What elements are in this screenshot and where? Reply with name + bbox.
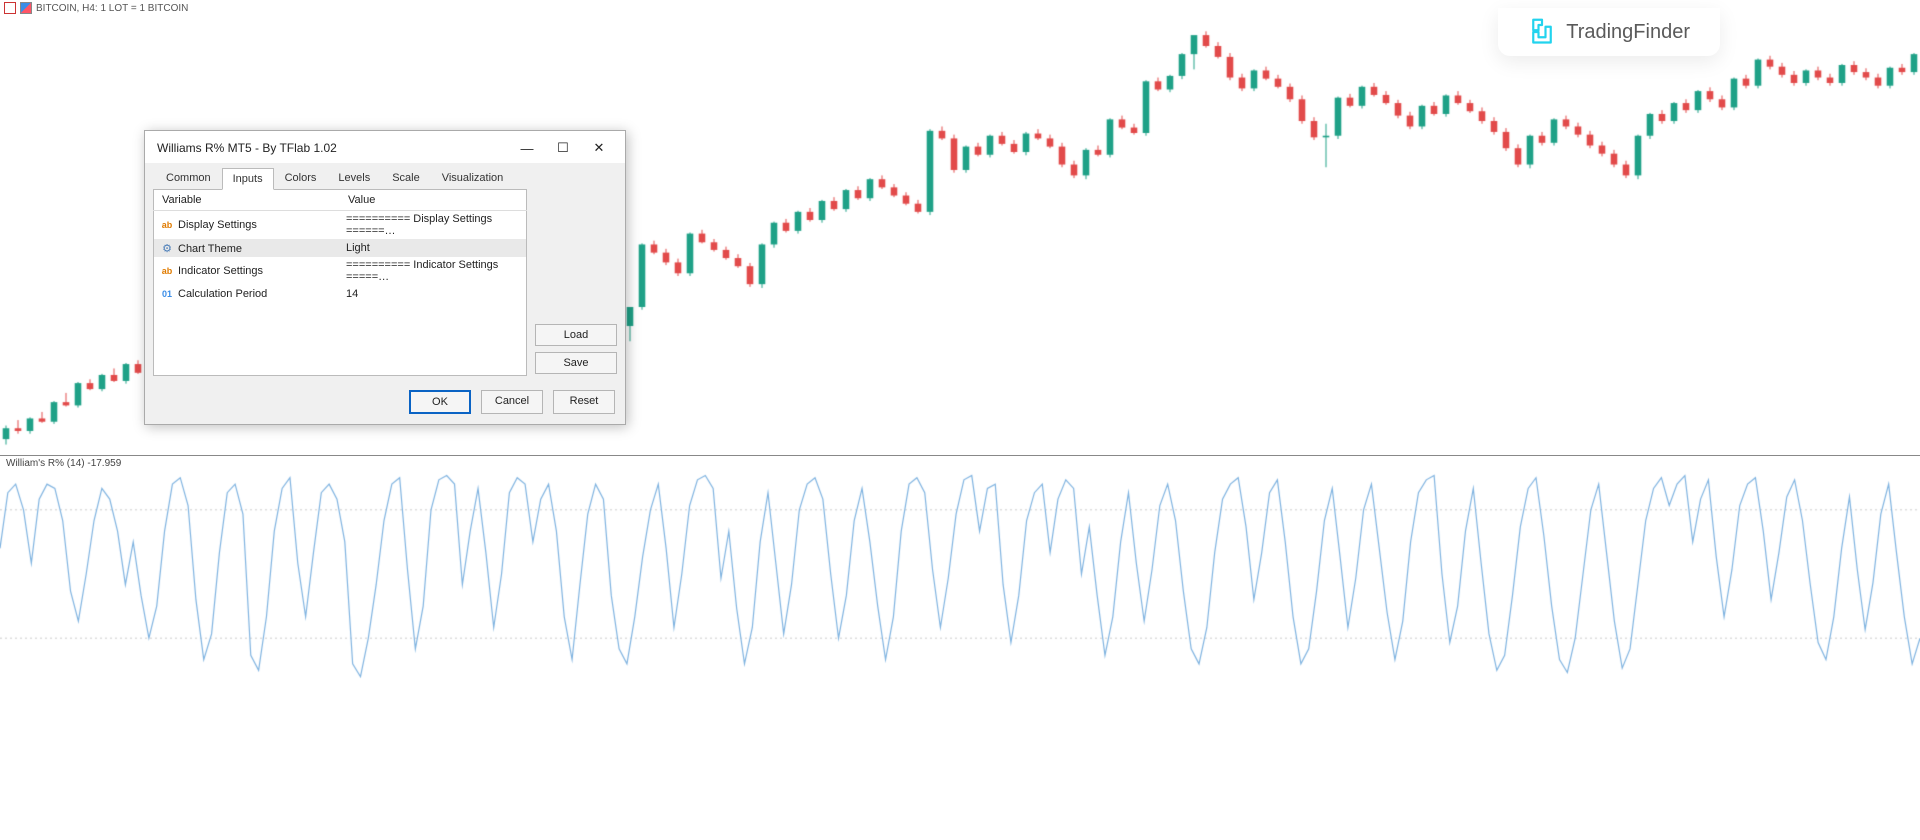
01-icon: 01: [160, 289, 174, 299]
column-variable: Variable: [154, 190, 341, 211]
inputs-table[interactable]: Variable Value abDisplay Settings=======…: [153, 189, 527, 376]
tab-levels[interactable]: Levels: [327, 167, 381, 189]
dialog-titlebar[interactable]: Williams R% MT5 - By TFlab 1.02 — ☐ ✕: [145, 131, 625, 163]
input-row[interactable]: ⚙Chart ThemeLight: [154, 239, 527, 257]
input-row[interactable]: abDisplay Settings========== Display Set…: [154, 211, 527, 240]
side-buttons: Load Save: [535, 189, 617, 376]
indicator-label: William's R% (14) -17.959: [6, 458, 121, 469]
ab-icon: ab: [160, 266, 174, 276]
reset-button[interactable]: Reset: [553, 390, 615, 414]
save-button[interactable]: Save: [535, 352, 617, 374]
dialog-tabs: CommonInputsColorsLevelsScaleVisualizati…: [145, 163, 625, 189]
dialog-title: Williams R% MT5 - By TFlab 1.02: [157, 141, 337, 155]
tab-scale[interactable]: Scale: [381, 167, 431, 189]
tab-colors[interactable]: Colors: [274, 167, 328, 189]
williams-r-chart[interactable]: [0, 455, 1920, 685]
column-value: Value: [340, 190, 527, 211]
ab-icon: ab: [160, 220, 174, 230]
indicator-settings-dialog: Williams R% MT5 - By TFlab 1.02 — ☐ ✕ Co…: [144, 130, 626, 425]
minimize-button[interactable]: —: [509, 137, 545, 159]
gear-icon: ⚙: [160, 242, 174, 255]
tab-common[interactable]: Common: [155, 167, 222, 189]
load-button[interactable]: Load: [535, 324, 617, 346]
input-row[interactable]: 01Calculation Period14: [154, 285, 527, 303]
tab-visualization[interactable]: Visualization: [431, 167, 515, 189]
dialog-footer: OK Cancel Reset: [145, 384, 625, 424]
input-row[interactable]: abIndicator Settings========== Indicator…: [154, 257, 527, 285]
close-button[interactable]: ✕: [581, 137, 617, 159]
cancel-button[interactable]: Cancel: [481, 390, 543, 414]
ok-button[interactable]: OK: [409, 390, 471, 414]
maximize-button[interactable]: ☐: [545, 137, 581, 159]
tab-inputs[interactable]: Inputs: [222, 168, 274, 190]
